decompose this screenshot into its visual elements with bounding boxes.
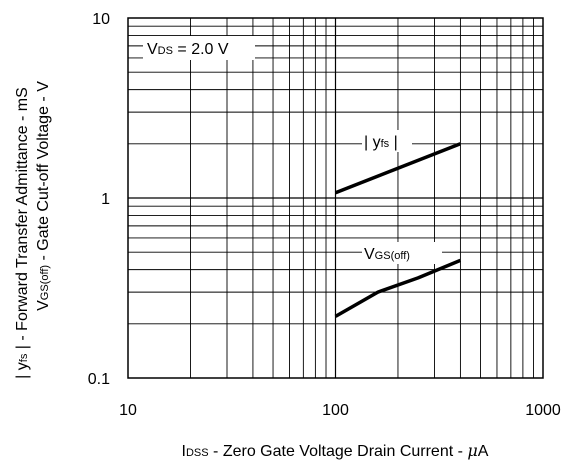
series-label-yfs-background — [362, 130, 412, 152]
series-line-vgsoff — [334, 258, 462, 318]
y-tick-label: 0.1 — [88, 371, 110, 388]
series-label-yfs: | yfs | — [362, 130, 412, 152]
condition-annotation: VDS = 2.0 V — [143, 36, 255, 60]
series-label-yfs-text: | yfs | — [364, 134, 398, 151]
tick-labels: 10 100 1000 0.1 1 10 — [88, 11, 561, 419]
x-tick-label: 10 — [119, 402, 137, 419]
y-axis-label-line2: VGS(off) - Gate Cut-off Voltage - V — [35, 81, 52, 311]
series-line-yfs — [334, 142, 462, 195]
plot-frame — [127, 17, 544, 379]
condition-label: VDS = 2.0 V — [147, 41, 229, 58]
x-tick-label: 1000 — [525, 402, 561, 419]
series-layer — [334, 142, 462, 318]
y-axis-label-line1: | yfs | - Forward Transfer Admittance - … — [14, 87, 31, 379]
x-axis-label: IDSS - Zero Gate Voltage Drain Current -… — [182, 441, 489, 460]
series-label-vgsoff: VGS(off) — [362, 242, 442, 264]
series-label-vgsoff-text: VGS(off) — [364, 246, 410, 263]
grid — [128, 18, 543, 378]
y-tick-label: 10 — [92, 11, 110, 28]
series-label-vgsoff-background — [362, 242, 442, 264]
condition-label-background — [143, 36, 255, 60]
x-tick-label: 100 — [322, 402, 349, 419]
y-tick-label: 1 — [101, 191, 110, 208]
